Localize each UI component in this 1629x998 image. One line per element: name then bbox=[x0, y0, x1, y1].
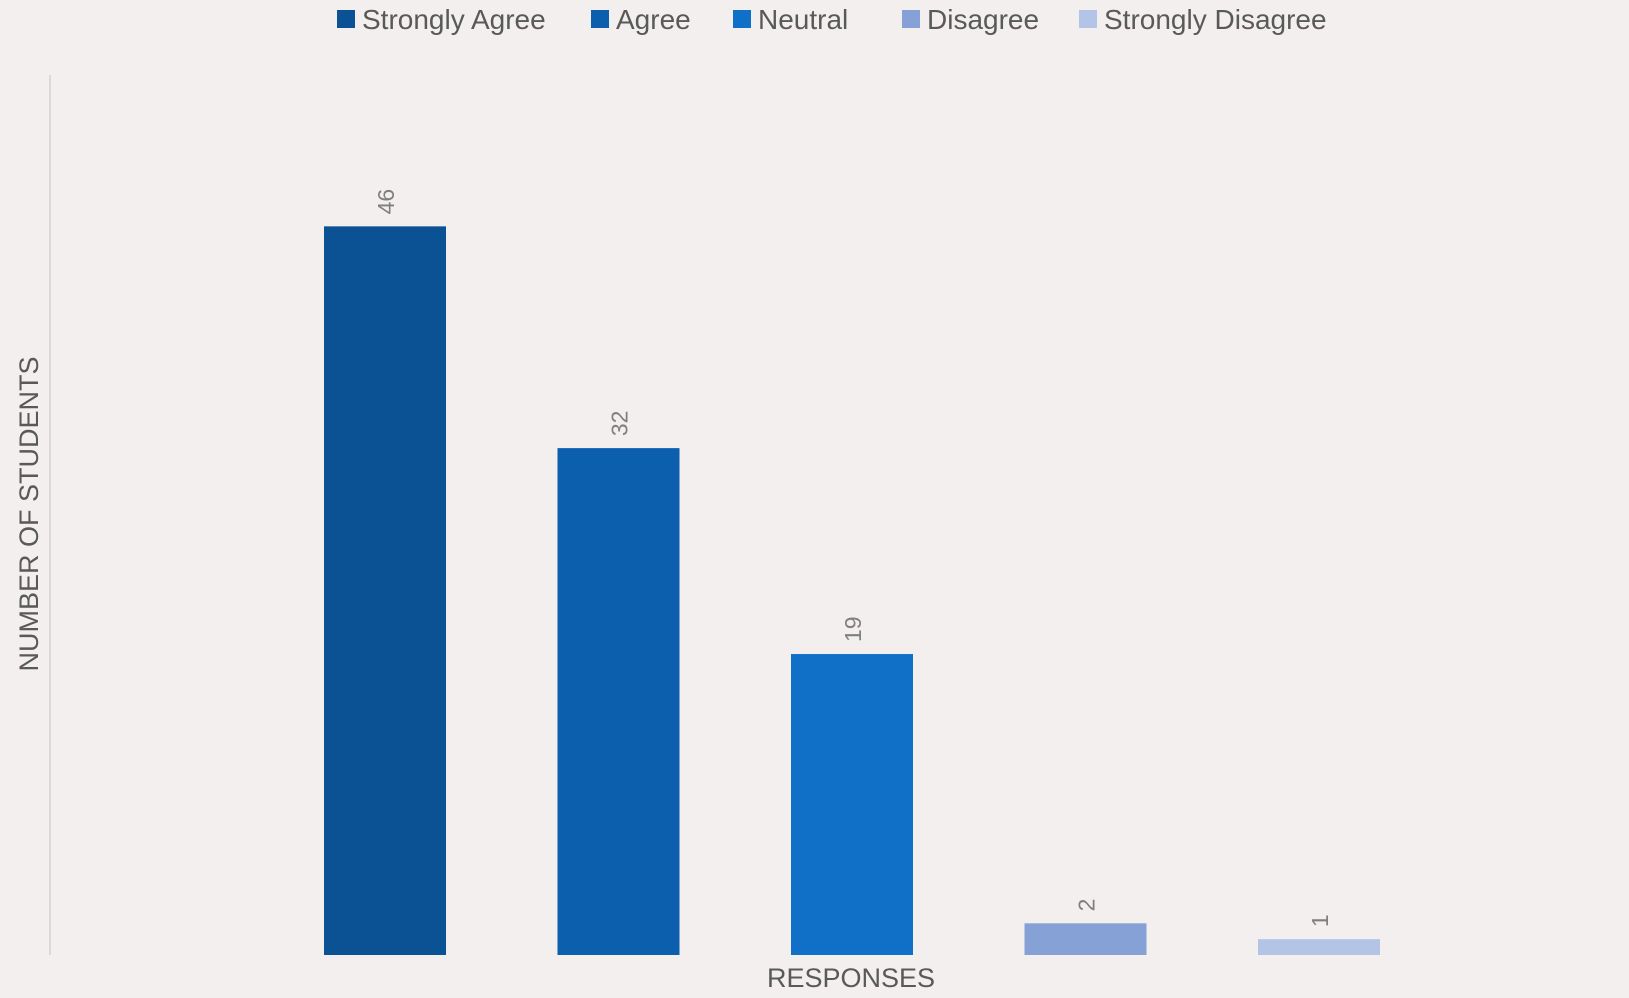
chart-legend: Strongly Agree Agree Neutral Disagree Strong… bbox=[337, 4, 1327, 35]
data-labels-group: 46 32 19 2 1 bbox=[373, 189, 1333, 927]
bar-strongly-disagree bbox=[1258, 939, 1380, 955]
data-label-agree: 32 bbox=[607, 411, 633, 437]
legend-swatch-strongly-disagree bbox=[1079, 10, 1097, 28]
legend-label-strongly-disagree: Strongly Disagree bbox=[1104, 4, 1327, 35]
legend-label-strongly-agree: Strongly Agree bbox=[362, 4, 546, 35]
y-axis-label: NUMBER OF STUDENTS bbox=[14, 356, 44, 671]
data-label-strongly-disagree: 1 bbox=[1307, 914, 1333, 927]
legend-swatch-disagree bbox=[902, 10, 920, 28]
legend-label-agree: Agree bbox=[616, 4, 691, 35]
data-label-neutral: 19 bbox=[840, 616, 866, 642]
bar-disagree bbox=[1024, 923, 1147, 955]
data-label-strongly-agree: 46 bbox=[373, 189, 399, 215]
bar-strongly-agree bbox=[324, 226, 446, 956]
legend-swatch-neutral bbox=[733, 10, 751, 28]
legend-label-disagree: Disagree bbox=[927, 4, 1039, 35]
data-label-disagree: 2 bbox=[1074, 899, 1100, 912]
x-axis-label: RESPONSES bbox=[767, 963, 935, 993]
legend-swatch-strongly-agree bbox=[337, 10, 355, 28]
bars-group bbox=[324, 226, 1380, 956]
legend-label-neutral: Neutral bbox=[758, 4, 848, 35]
legend-swatch-agree bbox=[591, 10, 609, 28]
bar-agree bbox=[557, 448, 680, 955]
bar-neutral bbox=[791, 654, 913, 955]
